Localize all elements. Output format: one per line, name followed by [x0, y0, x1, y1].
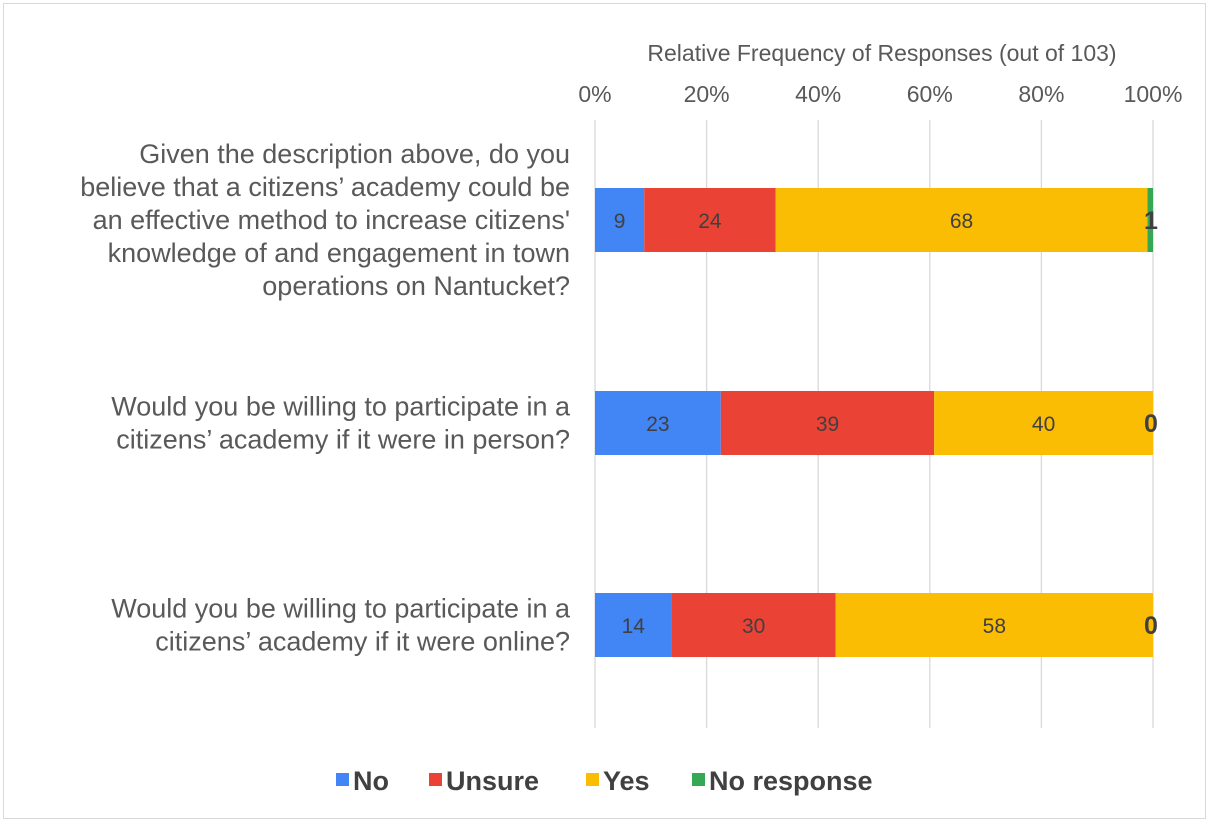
category-label: Would you be willing to participate in a… — [111, 594, 571, 657]
x-tick-label: 60% — [907, 81, 953, 107]
category-label-line: citizens’ academy if it were in person? — [116, 425, 570, 455]
legend-swatch — [336, 773, 349, 786]
bar-segment-no — [595, 188, 645, 252]
data-label: 24 — [698, 210, 722, 233]
bar-segment-no — [595, 593, 672, 657]
data-label: 30 — [742, 615, 765, 638]
category-label-line: Would you be willing to participate in a — [111, 392, 571, 422]
legend-label: No — [353, 766, 389, 796]
legend-swatch — [692, 773, 705, 786]
legend-label: No response — [709, 766, 873, 796]
bar-segment-unsure — [644, 188, 776, 252]
legend-label: Yes — [603, 766, 650, 796]
data-label: 58 — [983, 615, 1006, 638]
x-tick-label: 100% — [1124, 81, 1183, 107]
legend: No Unsure Yes No response — [336, 766, 873, 796]
x-tick-label: 40% — [795, 81, 841, 107]
bars: 9 24 68 1 23 39 40 0 14 30 58 0 — [595, 188, 1158, 657]
bar-segment-no-response — [1147, 188, 1153, 252]
bar-segment-unsure — [720, 391, 935, 455]
legend-swatch — [429, 773, 442, 786]
data-label: 40 — [1032, 413, 1055, 436]
data-label: 23 — [646, 413, 669, 436]
bar-segment-yes — [934, 391, 1153, 455]
data-label: 39 — [816, 413, 839, 436]
data-label: 14 — [622, 615, 646, 638]
data-label: 0 — [1144, 410, 1158, 438]
category-label-line: operations on Nantucket? — [262, 271, 570, 301]
category-label-line: Given the description above, do you — [139, 139, 570, 169]
category-label: Given the description above, do you belie… — [80, 139, 570, 301]
x-tick-label: 0% — [578, 81, 611, 107]
data-label: 9 — [614, 210, 626, 233]
category-label: Would you be willing to participate in a… — [111, 392, 571, 455]
x-axis-title: Relative Frequency of Responses (out of … — [647, 40, 1116, 66]
category-label-line: knowledge of and engagement in town — [108, 238, 570, 268]
bar-segment-yes — [835, 593, 1153, 657]
x-tick-label: 80% — [1018, 81, 1064, 107]
category-label-line: citizens’ academy if it were online? — [155, 627, 570, 657]
data-label: 68 — [950, 210, 973, 233]
x-axis-ticks: 0% 20% 40% 60% 80% 100% — [578, 81, 1182, 107]
category-label-line: an effective method to increase citizens… — [93, 205, 570, 235]
x-tick-label: 20% — [684, 81, 730, 107]
data-label: 1 — [1144, 207, 1158, 235]
legend-swatch — [586, 773, 599, 786]
legend-label: Unsure — [446, 766, 539, 796]
bar-segment-unsure — [671, 593, 836, 657]
bar-segment-yes — [775, 188, 1148, 252]
category-labels: Given the description above, do you belie… — [80, 139, 571, 657]
category-label-line: believe that a citizens’ academy could b… — [80, 172, 570, 202]
data-label: 0 — [1144, 612, 1158, 640]
bar-segment-no — [595, 391, 721, 455]
category-label-line: Would you be willing to participate in a — [111, 594, 571, 624]
